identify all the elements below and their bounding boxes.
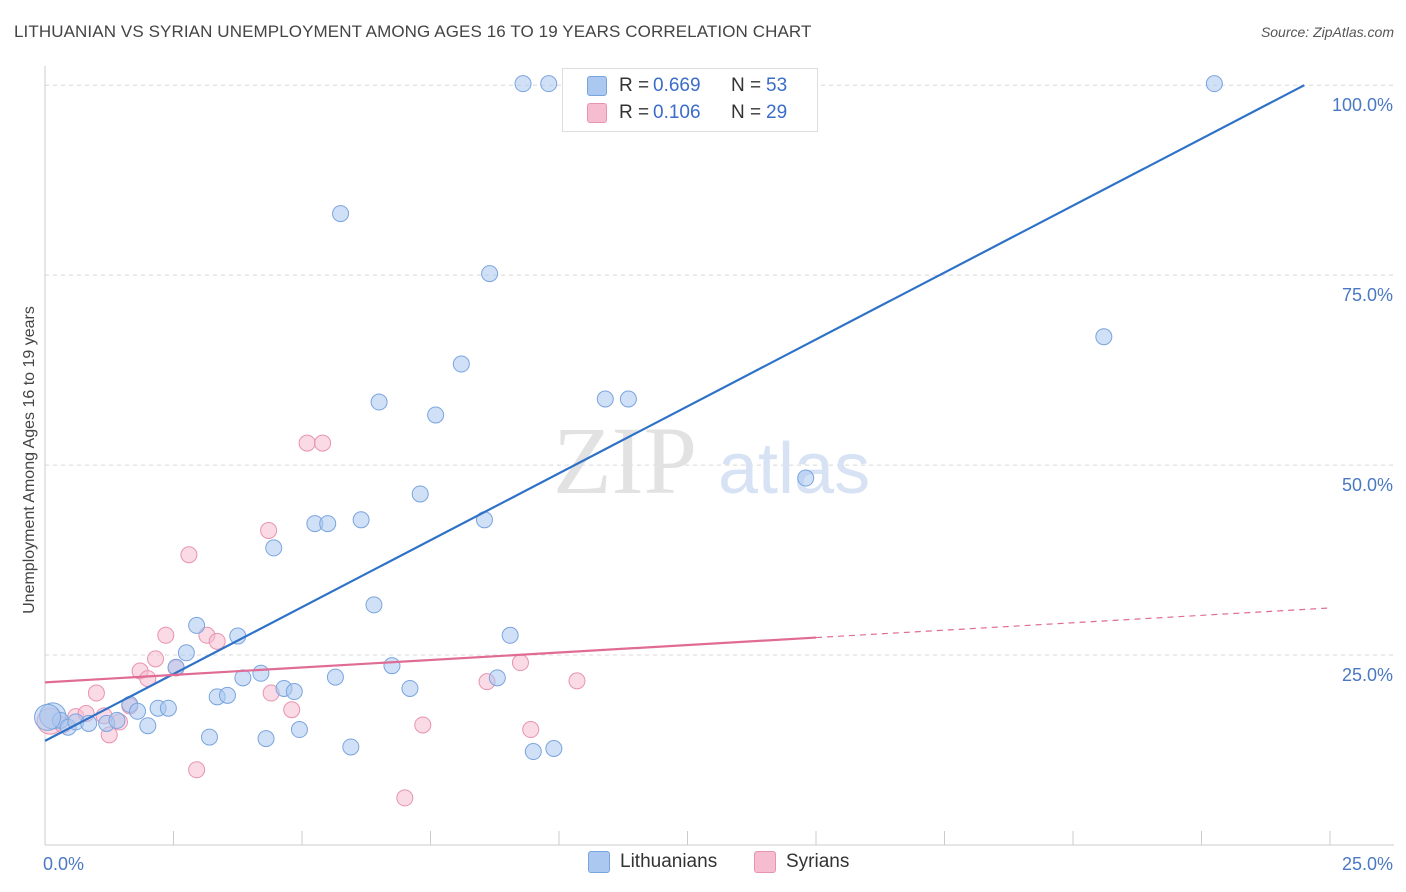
n-label: N = (731, 102, 762, 123)
syrians-point[interactable] (87, 684, 105, 702)
lithuanians-point[interactable] (326, 668, 344, 686)
syrians-point[interactable] (511, 654, 529, 672)
syrians-point[interactable] (396, 789, 414, 807)
y-tick-label: 100.0% (1332, 95, 1393, 115)
grid-lines (45, 84, 1394, 656)
syrians-swatch-icon (587, 103, 607, 123)
lithuanians-point[interactable] (488, 669, 506, 687)
lithuanians-point[interactable] (265, 539, 283, 557)
lithuanians-point[interactable] (257, 730, 275, 748)
trend-lines (44, 84, 1331, 742)
lithuanians-swatch-icon (588, 851, 610, 873)
lithuanians-point[interactable] (139, 717, 157, 735)
lithuanians-point[interactable] (514, 75, 532, 93)
lithuanians-points (34, 75, 1223, 761)
watermark-atlas: atlas (718, 429, 870, 509)
y-tick-label: 75.0% (1342, 285, 1393, 305)
lithuanians-point[interactable] (619, 390, 637, 408)
syrians-point[interactable] (298, 434, 316, 452)
legend-item-lithuanians[interactable]: Lithuanians (588, 851, 717, 873)
legend-item-syrians[interactable]: Syrians (754, 851, 849, 873)
lithuanians-point[interactable] (1205, 75, 1223, 93)
y-tick-label: 50.0% (1342, 475, 1393, 495)
lithuanians-point[interactable] (352, 511, 370, 529)
syrians-point[interactable] (283, 701, 301, 719)
syrians-trend-extension (815, 607, 1331, 639)
lithuanians-swatch-icon (587, 76, 607, 96)
lithuanians-point[interactable] (1095, 328, 1113, 346)
lithuanians-point[interactable] (285, 683, 303, 701)
lithuanians-point[interactable] (159, 699, 177, 717)
lithuanians-point[interactable] (383, 657, 401, 675)
lithuanians-point[interactable] (401, 679, 419, 697)
lithuanians-point[interactable] (411, 485, 429, 503)
legend-label-syrians: Syrians (786, 851, 850, 872)
syrians-point[interactable] (568, 672, 586, 690)
source-label: Source: ZipAtlas.com (1260, 24, 1394, 40)
lithuanians-point[interactable] (218, 686, 236, 704)
syrians-point[interactable] (180, 546, 198, 564)
r-value: 0.106 (653, 102, 701, 123)
syrians-point[interactable] (414, 716, 432, 734)
lithuanians-point[interactable] (481, 265, 499, 283)
watermark: ZIP atlas (553, 407, 870, 514)
lithuanians-point[interactable] (596, 390, 614, 408)
syrians-point[interactable] (188, 761, 206, 779)
lithuanians-point[interactable] (108, 711, 126, 729)
watermark-zip: ZIP (553, 407, 697, 514)
lithuanians-point[interactable] (540, 75, 558, 93)
lithuanians-point[interactable] (290, 721, 308, 739)
syrians-points (36, 434, 586, 807)
correlation-legend: R = 0.669 N = 53 R = 0.106 N = 29 (562, 68, 818, 132)
syrians-swatch-icon (754, 851, 776, 873)
syrians-point[interactable] (208, 632, 226, 650)
r-label: R = (619, 75, 650, 96)
x-tick-label: 0.0% (43, 854, 84, 874)
lithuanians-point[interactable] (200, 728, 218, 746)
lithuanians-point[interactable] (427, 406, 445, 424)
lithuanians-point[interactable] (501, 626, 519, 644)
lithuanians-point[interactable] (188, 616, 206, 634)
n-value: 53 (766, 75, 788, 96)
lithuanians-point[interactable] (452, 355, 470, 373)
lithuanians-point[interactable] (365, 596, 383, 614)
y-tick-label: 25.0% (1342, 665, 1393, 685)
lithuanians-point[interactable] (332, 205, 350, 223)
tick-labels: 25.0% 50.0% 75.0% 100.0% 0.0% 25.0% (43, 95, 1393, 874)
lithuanians-point[interactable] (370, 393, 388, 411)
syrians-trend-line (44, 636, 817, 684)
lithuanians-point[interactable] (545, 740, 563, 758)
lithuanians-point[interactable] (129, 702, 147, 720)
lithuanians-point[interactable] (342, 738, 360, 756)
r-label: R = (619, 102, 650, 123)
lithuanians-point[interactable] (319, 515, 337, 533)
n-value: 29 (766, 102, 788, 123)
lithuanians-trend-line (44, 84, 1305, 742)
lithuanians-point[interactable] (797, 469, 815, 487)
syrians-point[interactable] (157, 626, 175, 644)
lithuanians-point[interactable] (34, 703, 62, 731)
syrians-point[interactable] (260, 521, 278, 539)
syrians-point[interactable] (314, 434, 332, 452)
lithuanians-point[interactable] (177, 644, 195, 662)
chart-title: LITHUANIAN VS SYRIAN UNEMPLOYMENT AMONG … (14, 22, 812, 41)
syrians-point[interactable] (147, 650, 165, 668)
legend-label-lithuanians: Lithuanians (620, 851, 718, 872)
lithuanians-point[interactable] (524, 743, 542, 761)
lithuanians-point[interactable] (252, 664, 270, 682)
x-tick-label: 25.0% (1342, 854, 1393, 874)
r-value: 0.669 (653, 75, 701, 96)
n-label: N = (731, 75, 762, 96)
syrians-point[interactable] (522, 721, 540, 739)
